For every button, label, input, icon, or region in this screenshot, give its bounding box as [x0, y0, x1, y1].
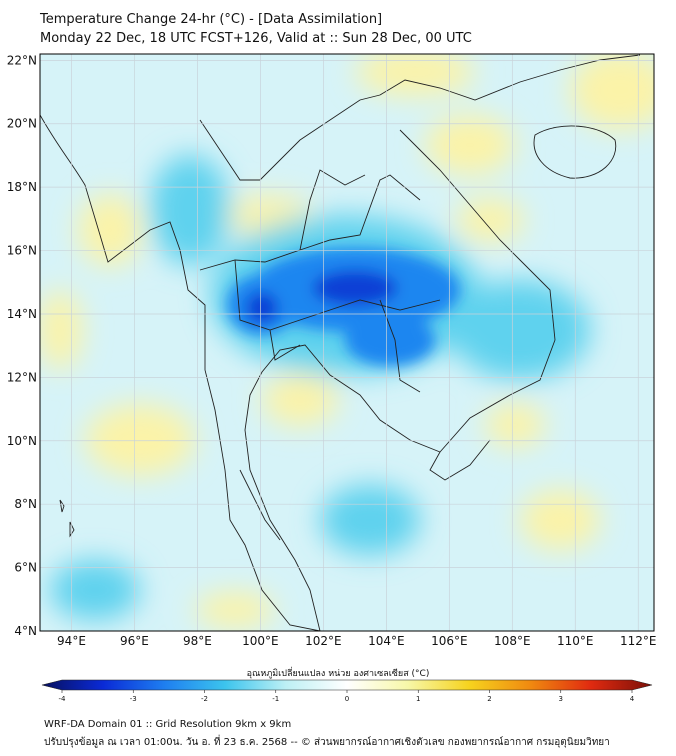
coldest-region — [246, 292, 278, 324]
longitude-label: 94°E — [57, 634, 86, 648]
latitude-label: 18°N — [7, 180, 37, 194]
border — [239, 469, 281, 541]
cool-region — [450, 280, 590, 380]
longitude-label: 104°E — [368, 634, 405, 648]
border — [269, 329, 301, 361]
coastlines-and-borders — [40, 54, 641, 631]
longitude-label: 108°E — [494, 634, 531, 648]
border — [379, 299, 421, 393]
colorbar-title: อุณหภูมิเปลี่ยนแปลง หน่วย องศาเซลเซียส (… — [246, 669, 430, 679]
longitude-label: 98°E — [183, 634, 212, 648]
map-frame — [39, 53, 655, 632]
cool-region — [320, 485, 420, 555]
island — [69, 521, 75, 538]
graticule — [40, 54, 654, 631]
cool-region — [50, 560, 140, 620]
warm-region — [456, 198, 524, 242]
colorbar-tick-label: -1 — [272, 695, 279, 703]
latitude-labels: 22°N 20°N 18°N 16°N 14°N 12°N 10°N 8°N 6°N 4°N — [7, 53, 37, 638]
latitude-label: 14°N — [7, 307, 37, 321]
colorbar-tick-label: 1 — [416, 695, 420, 703]
latitude-label: 10°N — [7, 434, 37, 448]
latitude-label: 20°N — [7, 117, 37, 131]
hainan-island — [533, 125, 617, 179]
map-subtitle: Monday 22 Dec, 18 UTC FCST+126, Valid at… — [40, 31, 472, 46]
longitude-label: 96°E — [120, 634, 149, 648]
longitude-labels: 94°E 96°E 98°E 100°E 102°E 104°E 106°E 108°E 110… — [57, 634, 656, 648]
south-china-coast — [379, 54, 641, 101]
latitude-label: 16°N — [7, 244, 37, 258]
border — [199, 119, 260, 181]
longitude-label: 100°E — [242, 634, 279, 648]
mainland-coastline — [40, 114, 321, 631]
latitude-label: 12°N — [7, 370, 37, 384]
longitude-label: 106°E — [431, 634, 468, 648]
footer-credit: ปรับปรุงข้อมูล ณ เวลา 01:00น. วัน อ. ที่… — [44, 737, 610, 748]
warm-region — [355, 54, 475, 96]
colorbar-tick-label: 2 — [487, 695, 491, 703]
warm-region — [485, 403, 545, 447]
colorbar: -4 -3 -2 -1 0 1 2 3 4 — [41, 679, 653, 703]
latitude-label: 6°N — [14, 561, 37, 575]
island — [59, 499, 65, 513]
longitude-label: 112°E — [620, 634, 657, 648]
colorbar-tick-label: -2 — [201, 695, 208, 703]
border — [234, 259, 441, 331]
warm-region — [570, 54, 654, 130]
warm-region — [85, 404, 195, 476]
coldest-region — [313, 270, 397, 306]
warm-region — [520, 490, 600, 550]
colorbar-strip — [41, 679, 653, 691]
cool-region — [150, 155, 230, 265]
map-title: Temperature Change 24-hr (°C) - [Data As… — [40, 12, 383, 27]
latitude-label: 8°N — [14, 497, 37, 511]
colorbar-tick-label: 0 — [345, 695, 349, 703]
latitude-label: 4°N — [14, 624, 37, 638]
colorbar-tick-label: 4 — [630, 695, 635, 703]
colorbar-tick-label: -4 — [59, 695, 67, 703]
longitude-label: 110°E — [557, 634, 594, 648]
warm-region — [195, 592, 275, 628]
footer-model-info: WRF-DA Domain 01 :: Grid Resolution 9km … — [44, 719, 292, 730]
colorbar-tick-label: -3 — [130, 695, 137, 703]
vietnam-south-coast — [429, 439, 491, 481]
gulf-coastline — [244, 129, 556, 631]
warm-region — [78, 194, 142, 266]
warm-region — [425, 115, 515, 175]
border — [299, 169, 366, 251]
temperature-field — [40, 54, 654, 631]
warm-region — [262, 374, 338, 426]
longitude-label: 102°E — [305, 634, 342, 648]
cold-region — [345, 314, 435, 366]
field-blobs-core — [227, 248, 460, 366]
border — [259, 94, 381, 181]
colorbar-ticks: -4 -3 -2 -1 0 1 2 3 4 — [59, 690, 635, 703]
warm-region — [40, 290, 82, 370]
latitude-label: 22°N — [7, 53, 37, 67]
colorbar-tick-label: 3 — [559, 695, 563, 703]
